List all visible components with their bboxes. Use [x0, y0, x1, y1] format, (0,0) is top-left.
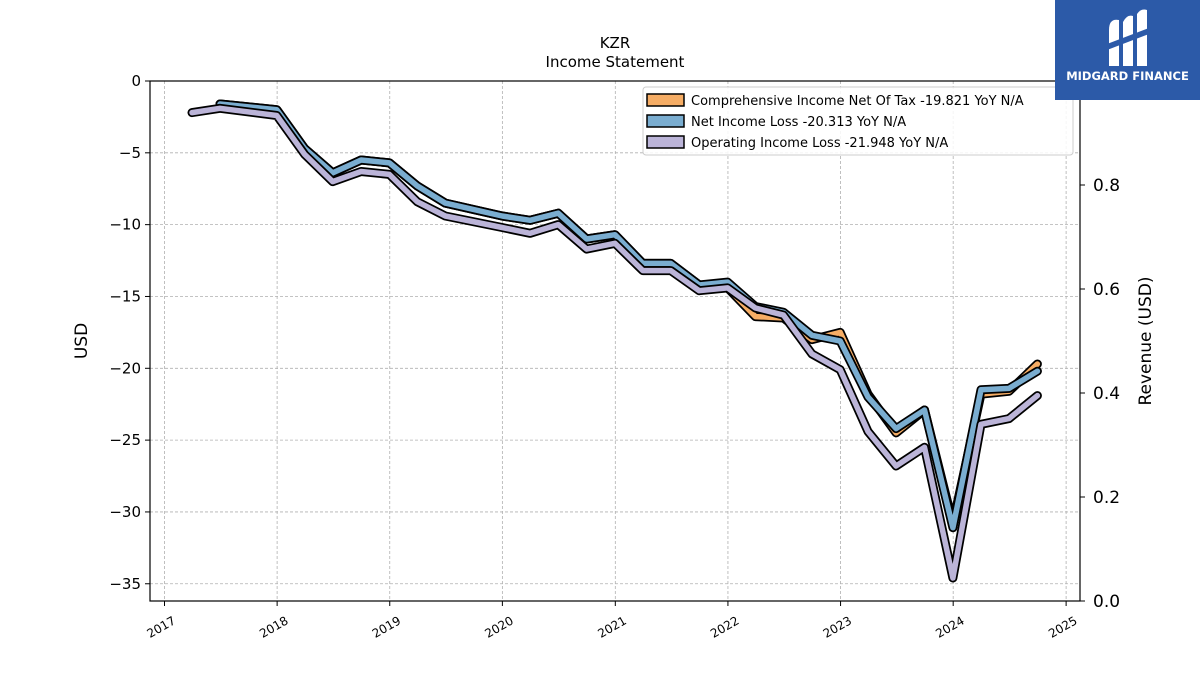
x-tick-label: 2022	[708, 613, 741, 640]
x-tick-label: 2023	[821, 613, 854, 640]
y-right-tick-label: 0.8	[1093, 176, 1120, 196]
legend: Comprehensive Income Net Of Tax -19.821 …	[642, 86, 1074, 156]
x-tick-label: 2019	[370, 613, 403, 640]
legend-swatch-1	[646, 114, 685, 128]
x-tick-label: 2025	[1046, 613, 1079, 640]
y-tick-label: −25	[109, 431, 141, 449]
y-axis-right: 0.0 0.2 0.4 0.6 0.8	[1080, 176, 1120, 612]
x-tick-label: 2017	[145, 613, 178, 640]
y-tick-label: −5	[119, 144, 141, 162]
y-tick-label: −35	[109, 575, 141, 593]
x-axis: 2017 2018 2019 2020 2021 2022 2023 2024 2025	[145, 601, 1080, 641]
legend-label-1: Net Income Loss -20.313 YoY N/A	[691, 115, 906, 130]
y-tick-label: −20	[109, 359, 141, 377]
y-tick-label: −30	[109, 503, 141, 521]
x-tick-label: 2024	[933, 613, 966, 640]
y-right-tick-label: 0.6	[1093, 280, 1120, 300]
y-axis-label-right: Revenue (USD)	[1136, 276, 1156, 405]
series-line-2	[189, 105, 1041, 581]
y-right-tick-label: 0.0	[1093, 592, 1120, 612]
series-layer	[187, 99, 1042, 583]
series-line-outline-2	[187, 103, 1042, 583]
chart-subtitle: Income Statement	[546, 53, 685, 71]
y-right-tick-label: 0.2	[1093, 488, 1120, 508]
y-tick-label: 0	[131, 72, 141, 90]
chart-title: KZR	[600, 34, 631, 52]
y-axis-label-left: USD	[72, 323, 92, 359]
brand-logo: MIDGARD FINANCE	[1055, 0, 1200, 100]
legend-swatch-2	[646, 135, 685, 149]
legend-label-0: Comprehensive Income Net Of Tax -19.821 …	[691, 94, 1024, 109]
series-line-1	[217, 101, 1041, 531]
y-tick-label: −10	[109, 216, 141, 234]
legend-box	[642, 86, 1074, 156]
y-tick-label: −15	[109, 287, 141, 305]
midgard-logo-icon	[1107, 9, 1149, 67]
brand-name: MIDGARD FINANCE	[1066, 69, 1189, 83]
y-axis-left: 0 −5 −10 −15 −20 −25 −30 −35	[109, 72, 150, 593]
x-tick-label: 2021	[595, 613, 628, 640]
legend-label-2: Operating Income Loss -21.948 YoY N/A	[691, 136, 948, 151]
y-right-tick-label: 0.4	[1093, 384, 1120, 404]
legend-swatch-0	[646, 93, 685, 107]
x-tick-label: 2020	[482, 613, 515, 640]
x-tick-label: 2018	[257, 613, 290, 640]
